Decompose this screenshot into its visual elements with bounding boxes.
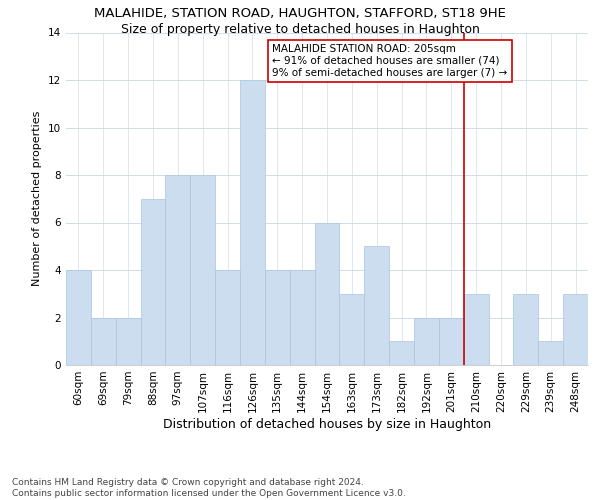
Bar xyxy=(563,294,588,365)
Bar xyxy=(514,294,538,365)
Y-axis label: Number of detached properties: Number of detached properties xyxy=(32,111,43,286)
Bar xyxy=(190,175,215,365)
Text: Contains HM Land Registry data © Crown copyright and database right 2024.
Contai: Contains HM Land Registry data © Crown c… xyxy=(12,478,406,498)
Bar xyxy=(166,175,190,365)
Text: MALAHIDE STATION ROAD: 205sqm
← 91% of detached houses are smaller (74)
9% of se: MALAHIDE STATION ROAD: 205sqm ← 91% of d… xyxy=(272,44,508,78)
Bar xyxy=(91,318,116,365)
Bar xyxy=(265,270,290,365)
Text: MALAHIDE, STATION ROAD, HAUGHTON, STAFFORD, ST18 9HE: MALAHIDE, STATION ROAD, HAUGHTON, STAFFO… xyxy=(94,8,506,20)
Bar xyxy=(140,198,166,365)
Bar xyxy=(389,341,414,365)
Bar xyxy=(340,294,364,365)
Bar xyxy=(116,318,140,365)
Bar xyxy=(314,222,340,365)
Text: Size of property relative to detached houses in Haughton: Size of property relative to detached ho… xyxy=(121,22,479,36)
Bar xyxy=(240,80,265,365)
Bar xyxy=(464,294,488,365)
Bar xyxy=(538,341,563,365)
X-axis label: Distribution of detached houses by size in Haughton: Distribution of detached houses by size … xyxy=(163,418,491,430)
Bar xyxy=(215,270,240,365)
Bar xyxy=(290,270,314,365)
Bar xyxy=(414,318,439,365)
Bar xyxy=(439,318,464,365)
Bar xyxy=(66,270,91,365)
Bar xyxy=(364,246,389,365)
